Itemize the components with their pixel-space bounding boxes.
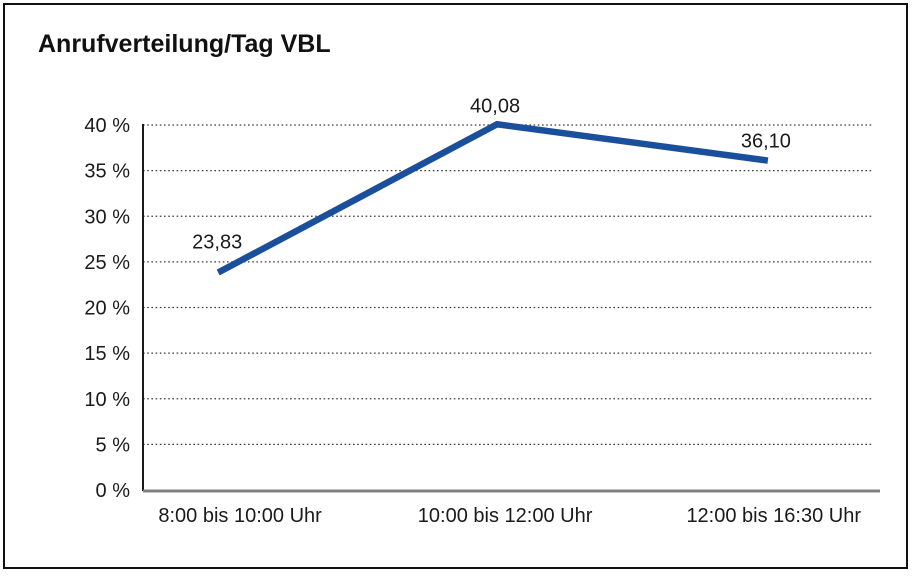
chart-frame-border xyxy=(3,3,908,569)
y-tick-label: 20 % xyxy=(84,298,130,320)
x-axis-label: 10:00 bis 12:00 Uhr xyxy=(418,505,593,527)
data-point-label: 36,10 xyxy=(741,131,791,153)
y-tick-label: 40 % xyxy=(84,115,130,137)
series-line xyxy=(216,120,769,276)
y-tick-label: 35 % xyxy=(84,161,130,183)
y-tick-label: 0 % xyxy=(96,480,131,502)
y-tick-label: 25 % xyxy=(84,252,130,274)
data-point-label: 40,08 xyxy=(470,95,520,117)
chart-title: Anrufverteilung/Tag VBL xyxy=(38,30,331,58)
y-tick-label: 5 % xyxy=(96,434,131,456)
x-axis-label: 12:00 bis 16:30 Uhr xyxy=(686,505,861,527)
y-tick-label: 30 % xyxy=(84,206,130,228)
x-axis-label: 8:00 bis 10:00 Uhr xyxy=(158,505,322,527)
y-tick-label: 15 % xyxy=(84,343,130,365)
y-tick-label: 10 % xyxy=(84,389,130,411)
data-point-label: 23,83 xyxy=(192,232,242,254)
